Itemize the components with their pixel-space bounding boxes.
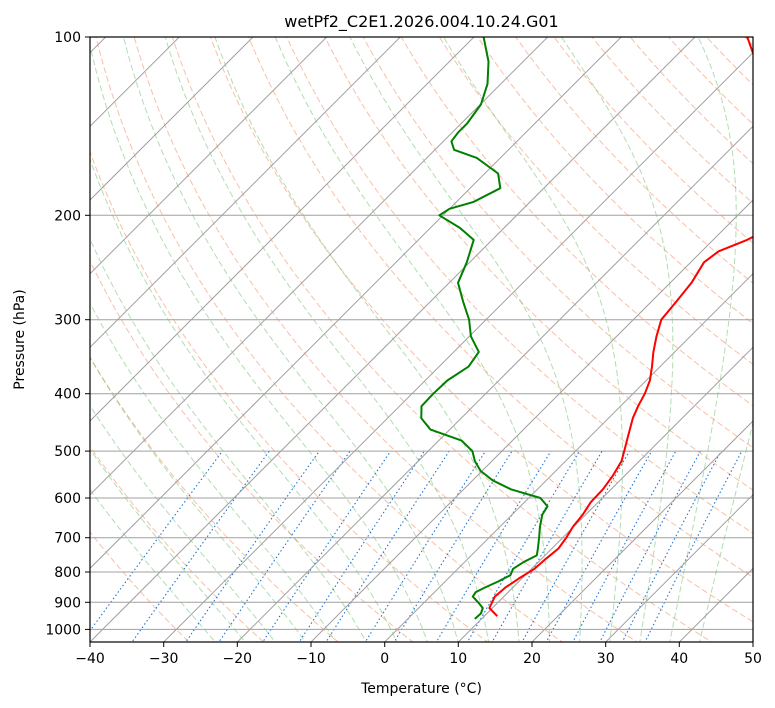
axis-ticks: −40 −30 −20 −10 0 10 20 30 40 50 100 200 300 400 500 60…	[45, 30, 762, 667]
dry-adiabat-line	[286, 37, 753, 534]
y-axis-label: Pressure (hPa)	[12, 289, 28, 389]
dry-adiabat-line	[133, 37, 638, 642]
x-tick-label: −40	[75, 651, 105, 667]
isotherm-line	[383, 272, 753, 642]
x-tick-label: 0	[380, 651, 389, 667]
isobar-gridlines	[90, 37, 753, 630]
dry-adiabat-line	[248, 37, 753, 578]
y-tick-label: 100	[54, 30, 81, 46]
y-tick-label: 200	[54, 208, 81, 224]
x-tick-label: 30	[597, 651, 615, 667]
moist-adiabat-line	[214, 37, 520, 642]
x-tick-label: −30	[149, 651, 179, 667]
isotherm-line	[90, 37, 696, 642]
dry-adiabat-line	[477, 37, 753, 325]
y-tick-label: 600	[54, 491, 81, 507]
temperature-profile-line	[488, 37, 753, 617]
isotherm-line	[90, 37, 254, 201]
y-tick-label: 1000	[45, 622, 81, 638]
isotherm-line	[162, 51, 753, 642]
x-tick-label: −10	[296, 651, 326, 667]
moist-adiabat-line	[90, 157, 398, 642]
chart-title: wetPf2_C2E1.2026.004.10.24.G01	[284, 12, 558, 32]
isotherm-line	[531, 420, 753, 642]
plot-area	[90, 37, 753, 642]
moist-adiabat-line	[90, 302, 337, 642]
dry-adiabat-line	[90, 259, 414, 642]
dewpoint-profile-line	[420, 37, 549, 620]
x-tick-label: 10	[449, 651, 467, 667]
axes-frame	[89, 36, 754, 643]
isotherm-line	[90, 37, 328, 275]
y-tick-label: 700	[54, 531, 81, 547]
y-tick-label: 800	[54, 565, 81, 581]
isotherm-line	[90, 37, 549, 496]
isotherm-line	[90, 37, 402, 349]
isotherm-line	[457, 346, 753, 642]
isotherm-line	[90, 37, 181, 128]
isotherm-line	[310, 199, 753, 642]
x-tick-label: 40	[670, 651, 688, 667]
isotherm-line	[90, 37, 623, 570]
y-tick-label: 900	[54, 595, 81, 611]
dry-adiabat-line	[90, 445, 265, 642]
dry-adiabat-line	[95, 37, 564, 642]
moist-adiabat-line	[669, 37, 737, 642]
isotherm-line	[90, 37, 475, 422]
y-tick-label: 300	[54, 313, 81, 329]
x-axis-label: Temperature (°C)	[360, 681, 482, 697]
dry-adiabat-line	[362, 37, 753, 449]
x-tick-label: 50	[744, 651, 762, 667]
dry-adiabat-line	[209, 37, 753, 623]
y-tick-label: 400	[54, 387, 81, 403]
dry-adiabat-line	[324, 37, 753, 491]
sounding-profiles	[420, 37, 753, 620]
isotherm-line	[236, 125, 753, 642]
isotherm-lines	[90, 37, 753, 642]
x-tick-label: −20	[223, 651, 253, 667]
dry-adiabat-line	[90, 356, 340, 642]
dry-adiabat-line	[171, 37, 713, 642]
y-tick-label: 500	[54, 444, 81, 460]
dry-adiabat-line	[438, 37, 753, 366]
isotherm-line	[604, 493, 753, 642]
x-tick-label: 20	[523, 651, 541, 667]
